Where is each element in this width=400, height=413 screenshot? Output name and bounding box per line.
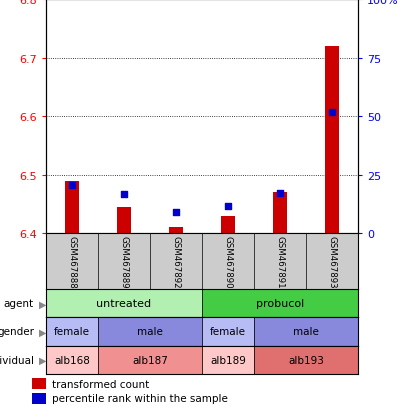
Bar <box>32 393 46 404</box>
Bar <box>46 318 98 346</box>
Text: ▶: ▶ <box>39 299 46 309</box>
Point <box>173 209 179 216</box>
Text: untreated: untreated <box>96 299 152 309</box>
Point <box>225 203 231 209</box>
Text: ▶: ▶ <box>39 327 46 337</box>
Bar <box>46 290 202 318</box>
Bar <box>273 193 287 234</box>
Bar <box>254 346 358 374</box>
Text: GSM467893: GSM467893 <box>328 235 336 288</box>
Text: individual: individual <box>0 355 34 365</box>
Text: GSM467892: GSM467892 <box>172 235 180 288</box>
Bar <box>169 228 183 234</box>
Text: transformed count: transformed count <box>52 379 149 389</box>
Text: percentile rank within the sample: percentile rank within the sample <box>52 394 228 404</box>
Text: GSM467890: GSM467890 <box>224 235 232 288</box>
Text: alb189: alb189 <box>210 355 246 365</box>
Bar <box>254 318 358 346</box>
Bar <box>98 318 202 346</box>
Bar <box>32 378 46 389</box>
Text: GSM467889: GSM467889 <box>120 235 128 288</box>
Point <box>329 109 335 116</box>
Text: alb168: alb168 <box>54 355 90 365</box>
Bar <box>46 346 98 374</box>
Text: GSM467888: GSM467888 <box>68 235 76 288</box>
Bar <box>221 216 235 234</box>
Text: alb187: alb187 <box>132 355 168 365</box>
Text: female: female <box>210 327 246 337</box>
Text: male: male <box>293 327 319 337</box>
Point <box>69 183 75 189</box>
Text: agent: agent <box>4 299 34 309</box>
Text: GSM467891: GSM467891 <box>276 235 284 288</box>
Point <box>121 191 127 198</box>
Text: alb193: alb193 <box>288 355 324 365</box>
Text: female: female <box>54 327 90 337</box>
Text: probucol: probucol <box>256 299 304 309</box>
Bar <box>202 318 254 346</box>
Bar <box>117 207 131 234</box>
Bar <box>65 181 79 234</box>
Point <box>277 191 283 197</box>
Bar <box>202 290 358 318</box>
Text: male: male <box>137 327 163 337</box>
Bar <box>325 47 339 234</box>
Bar <box>202 346 254 374</box>
Text: gender: gender <box>0 327 34 337</box>
Text: ▶: ▶ <box>39 355 46 365</box>
Bar <box>98 346 202 374</box>
